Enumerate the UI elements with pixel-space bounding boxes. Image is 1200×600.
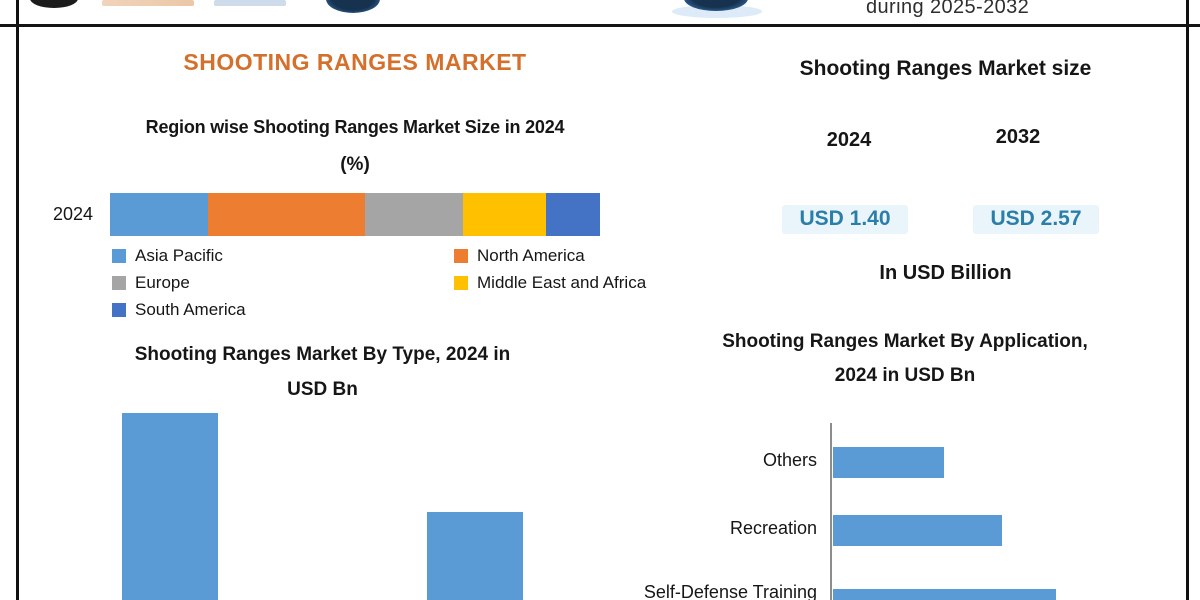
application-chart-axis <box>830 423 832 600</box>
region-segment-south-america <box>546 193 600 236</box>
region-chart-year-axis-label: 2024 <box>52 204 93 224</box>
market-size-year-2032: 2032 <box>995 126 1041 148</box>
cropped-logo-text-fragment-blue <box>214 0 286 6</box>
header-divider-line <box>0 24 1200 27</box>
legend-label-europe: Europe <box>135 272 190 292</box>
legend-item-north-america: North America <box>454 245 687 266</box>
legend-item-europe: Europe <box>112 272 454 293</box>
region-segment-asia-pacific <box>110 193 208 236</box>
legend-swatch-north-america <box>454 248 468 263</box>
legend-item-south-america: South America <box>112 299 454 320</box>
cropped-blue-ellipse-icon-2 <box>684 0 748 11</box>
region-chart-title-line2: (%) <box>340 154 370 175</box>
market-size-title: Shooting Ranges Market size <box>799 57 1092 80</box>
legend-item-asia-pacific: Asia Pacific <box>112 245 454 266</box>
region-segment-europe <box>364 193 463 236</box>
application-chart-title-line1: Shooting Ranges Market By Application, <box>722 331 1088 352</box>
application-label-others: Others <box>762 450 817 470</box>
forecast-period-text: during 2025-2032 <box>866 0 1030 18</box>
market-size-unit-note: In USD Billion <box>879 262 1012 284</box>
page-border-right <box>1186 0 1189 600</box>
legend-label-middle-east-and-africa: Middle East and Africa <box>477 272 647 292</box>
application-bar-self-defense-training <box>833 589 1056 600</box>
cropped-blue-ellipse-halo <box>672 5 762 18</box>
region-stacked-bar <box>110 193 600 236</box>
application-bar-others <box>833 447 944 478</box>
legend-item-middle-east-and-africa: Middle East and Africa <box>454 272 687 293</box>
market-size-year-2024: 2024 <box>826 129 872 151</box>
cropped-logo-fragment <box>30 0 78 8</box>
region-segment-north-america <box>208 193 365 236</box>
type-bar-1 <box>122 413 218 600</box>
cropped-blue-ellipse-icon <box>326 0 380 13</box>
type-chart-title-line2: USD Bn <box>287 379 358 400</box>
legend-label-north-america: North America <box>477 245 585 265</box>
legend-label-south-america: South America <box>135 299 246 319</box>
application-label-self-defense-training: Self-Defense Training <box>643 582 817 600</box>
page-border-left <box>16 0 19 600</box>
legend-swatch-asia-pacific <box>112 248 126 263</box>
cropped-logo-text-fragment-orange <box>102 0 194 6</box>
market-size-value-2024: USD 1.40 <box>782 205 908 234</box>
region-legend: Asia Pacific North America Europe Middle Ea… <box>112 245 687 320</box>
type-chart-title-line1: Shooting Ranges Market By Type, 2024 in <box>134 344 511 365</box>
legend-swatch-europe <box>112 275 126 290</box>
application-chart-title-line2: 2024 in USD Bn <box>834 365 976 386</box>
region-segment-middle-east-and-africa <box>462 193 547 236</box>
application-label-recreation: Recreation <box>729 518 817 538</box>
legend-swatch-south-america <box>112 302 126 317</box>
market-size-value-2032: USD 2.57 <box>973 205 1099 234</box>
type-bar-2 <box>427 512 523 600</box>
main-title: SHOOTING RANGES MARKET <box>183 49 527 75</box>
legend-label-asia-pacific: Asia Pacific <box>135 245 223 265</box>
legend-swatch-middle-east-and-africa <box>454 275 468 290</box>
region-chart-title-line1: Region wise Shooting Ranges Market Size … <box>145 117 565 137</box>
application-bar-recreation <box>833 515 1002 546</box>
